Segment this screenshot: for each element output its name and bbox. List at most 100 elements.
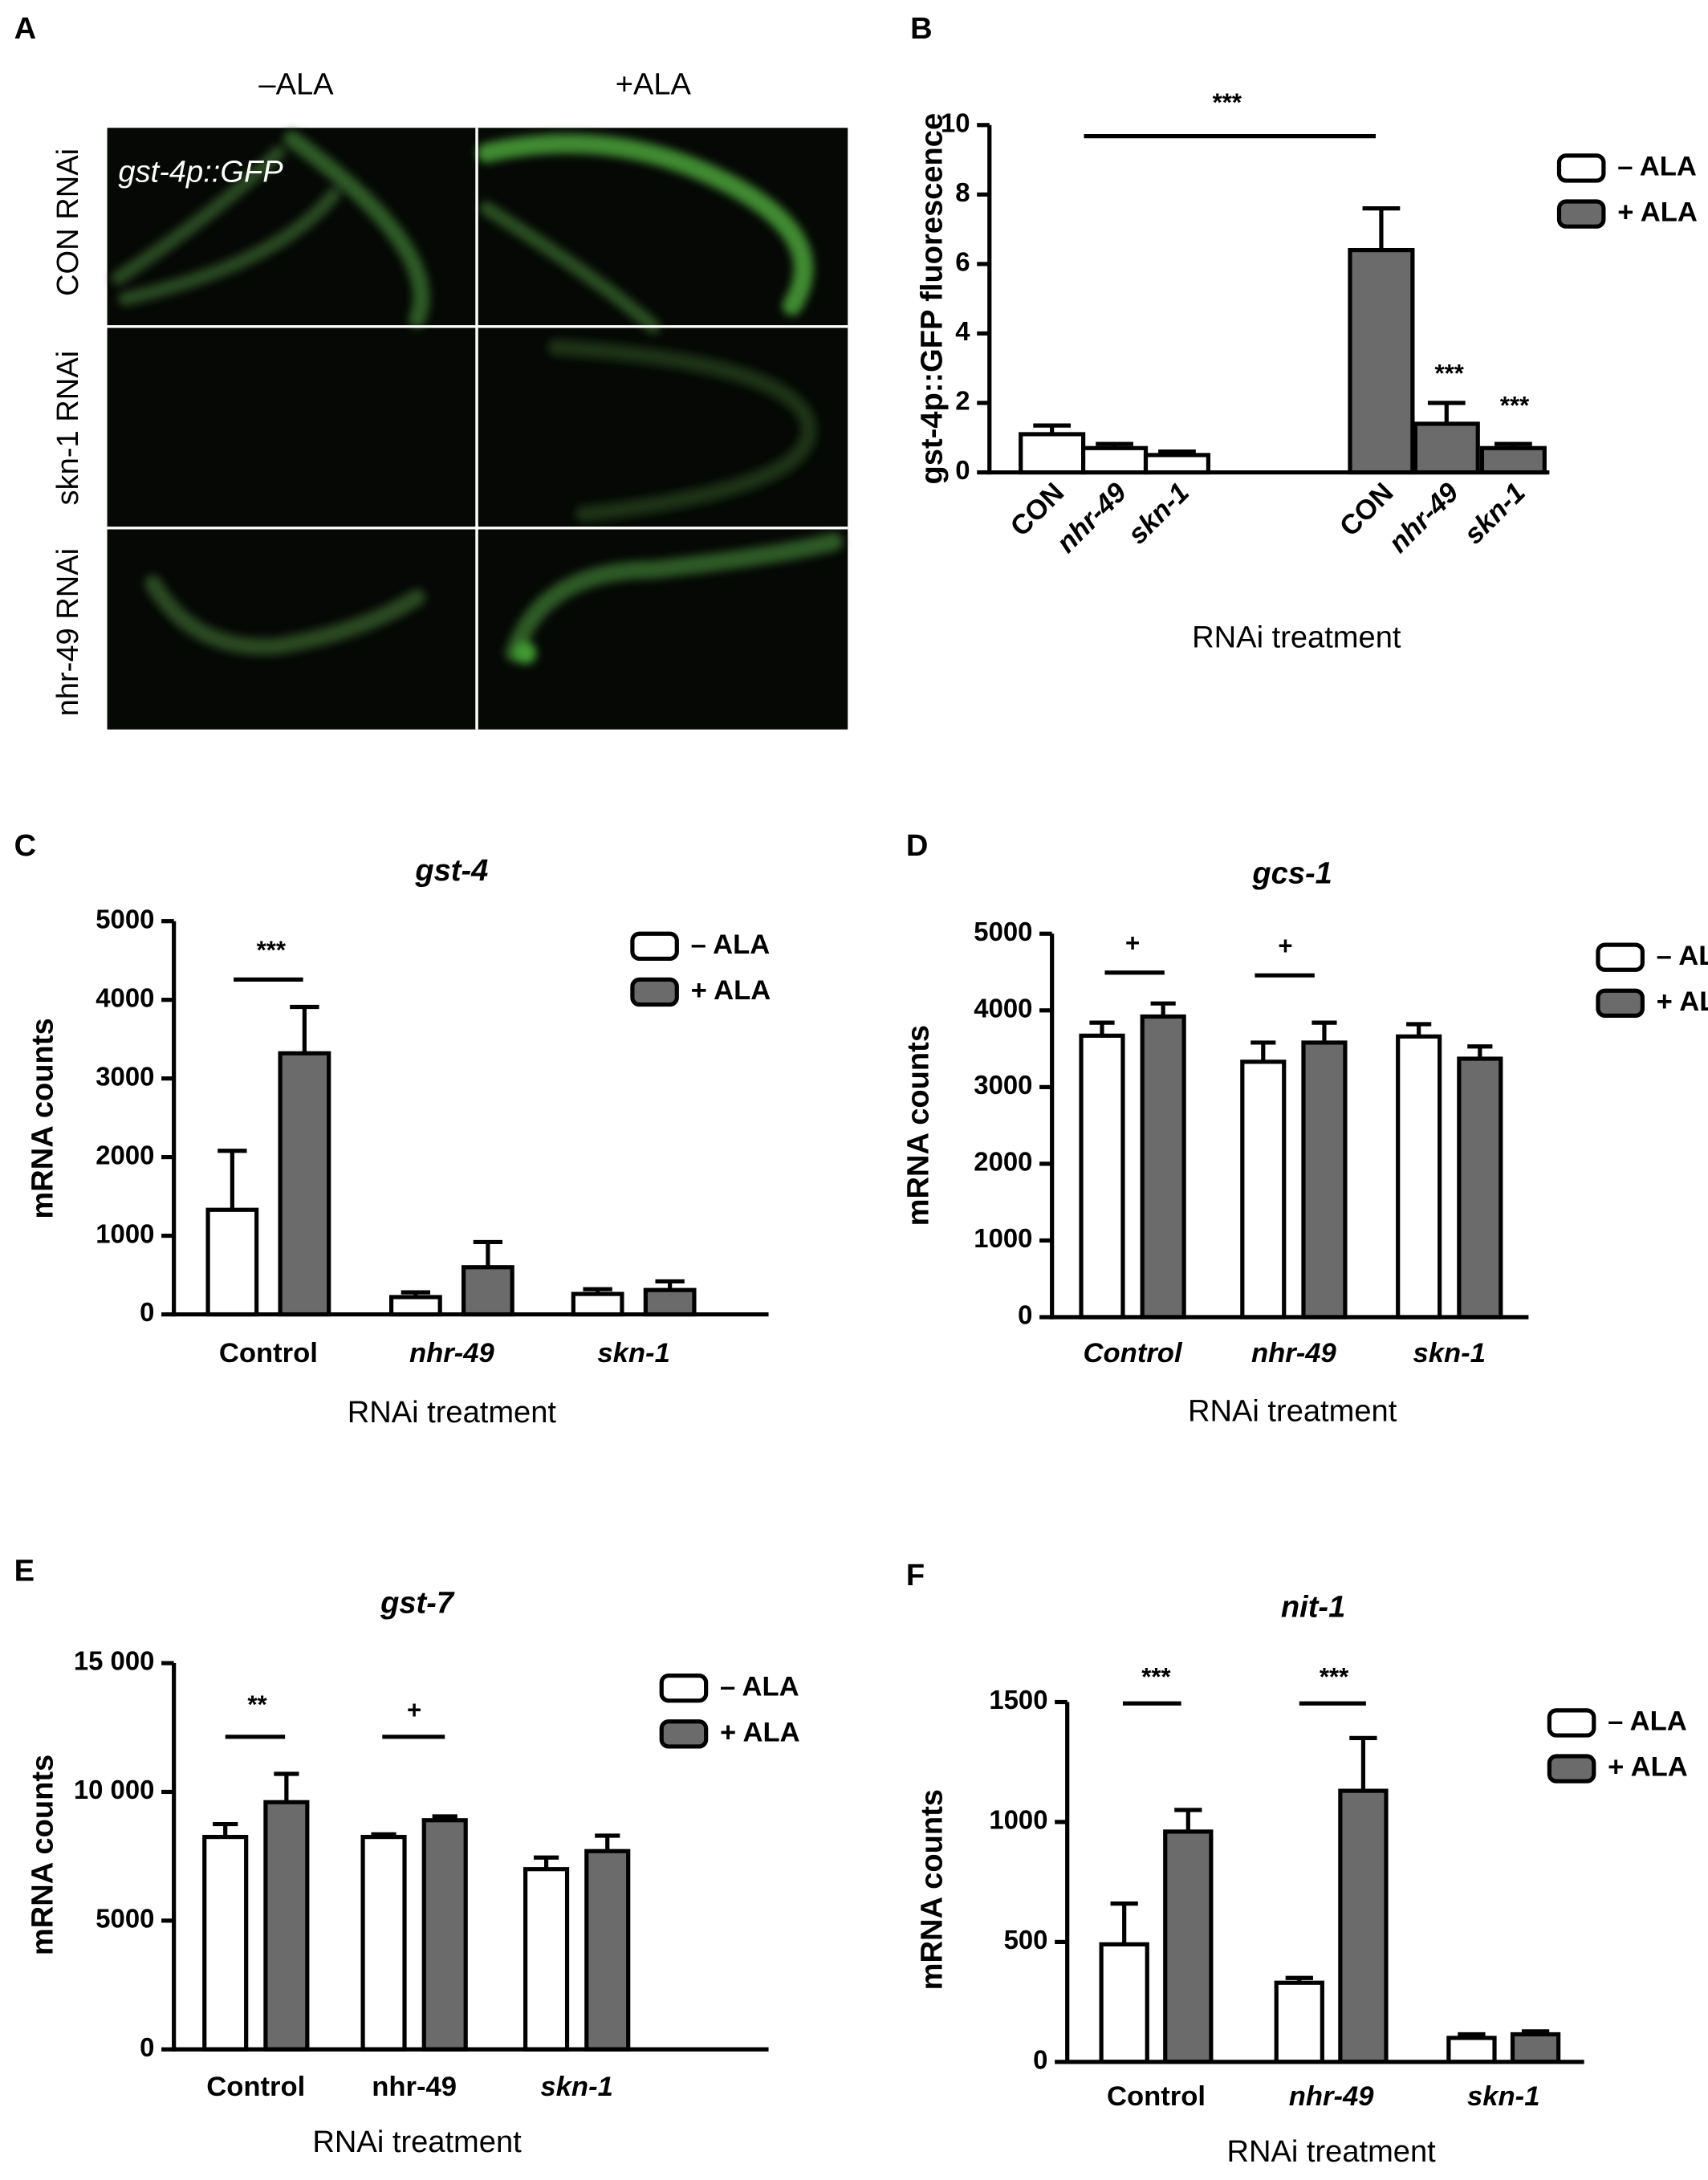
bar <box>1457 1056 1503 1320</box>
y-tick-label: 0 <box>140 2032 154 2062</box>
x-tick-label: skn-1 <box>597 1338 669 1369</box>
bar <box>1081 445 1149 475</box>
x-tick-label: nhr-49 <box>1251 1338 1337 1369</box>
y-tick-label: 5000 <box>974 917 1032 946</box>
x-tick-label: skn-1 <box>1413 1338 1486 1369</box>
chart-title: gst-7 <box>380 1586 455 1620</box>
x-tick-label: nhr-49 <box>372 2072 457 2102</box>
row-label: CON RNAi <box>51 148 85 296</box>
annotation: *** <box>1213 88 1242 116</box>
bar <box>1338 1788 1389 2064</box>
bar <box>584 1849 631 2052</box>
bar <box>202 1835 249 2052</box>
y-tick-label: 4000 <box>974 993 1032 1023</box>
row-label: skn-1 RNAi <box>51 351 85 506</box>
bar <box>1301 1040 1348 1320</box>
legend-label: – ALA <box>691 929 771 960</box>
bar <box>1348 247 1415 475</box>
legend-label: + ALA <box>1657 986 1708 1017</box>
annotation: *** <box>257 936 287 964</box>
y-tick-label: 2000 <box>96 1140 154 1169</box>
y-tick-label: 5000 <box>96 904 154 933</box>
panel-a: A –ALA +ALA gst-4p::GFP CON RNAi skn-1 R… <box>14 12 848 730</box>
y-axis-label: mRNA counts <box>26 1755 60 1955</box>
y-tick-label: 0 <box>955 455 970 485</box>
legend-label: – ALA <box>720 1671 799 1702</box>
bar <box>1079 1033 1125 1320</box>
bar <box>1413 421 1480 475</box>
legend-swatch <box>630 931 679 962</box>
y-tick-label: 2000 <box>974 1147 1032 1177</box>
bar <box>263 1800 310 2052</box>
legend-swatch <box>659 1674 709 1703</box>
bar <box>1143 453 1211 475</box>
legend-label: + ALA <box>1608 1752 1688 1783</box>
y-tick-label: 0 <box>1033 2045 1047 2075</box>
bar <box>1479 445 1547 475</box>
y-tick-label: 15 000 <box>74 1646 155 1676</box>
x-tick-label: nhr-49 <box>1289 2081 1375 2112</box>
panel-letter: E <box>14 1555 35 1588</box>
annotation: + <box>407 1696 421 1724</box>
y-tick-label: 6 <box>955 247 970 277</box>
x-tick-label: Control <box>1084 1338 1183 1369</box>
panel-letter: C <box>14 829 36 863</box>
bar <box>461 1265 514 1317</box>
legend-label: + ALA <box>1617 197 1698 228</box>
bar <box>421 1818 468 2052</box>
annotation: *** <box>1320 1662 1349 1690</box>
y-tick-label: 1000 <box>989 1805 1047 1835</box>
x-axis-label: RNAi treatment <box>312 2125 522 2159</box>
x-axis-label: RNAi treatment <box>1226 2135 1436 2169</box>
x-tick-label: nhr-49 <box>1383 477 1465 559</box>
y-tick-label: 0 <box>1018 1300 1032 1330</box>
x-tick-label: skn-1 <box>1122 478 1195 551</box>
x-tick-label: Control <box>219 1338 318 1369</box>
legend-swatch <box>1547 1708 1596 1738</box>
legend-label: – ALA <box>1657 941 1708 971</box>
x-axis-label: RNAi treatment <box>1188 1395 1397 1429</box>
bar <box>205 1207 259 1317</box>
legend-swatch <box>1556 199 1606 229</box>
chart-title: gcs-1 <box>1251 857 1332 891</box>
panel-letter: D <box>906 829 929 863</box>
y-tick-label: 10 000 <box>74 1775 155 1804</box>
bar <box>388 1295 442 1317</box>
y-tick-label: 10 <box>941 108 970 137</box>
legend-label: – ALA <box>1617 152 1697 182</box>
y-tick-label: 1500 <box>989 1685 1047 1714</box>
y-tick-label: 4000 <box>96 982 154 1012</box>
bar <box>571 1291 624 1317</box>
bar <box>278 1051 331 1317</box>
bar <box>1240 1059 1287 1320</box>
y-axis-label: mRNA counts <box>901 1025 935 1226</box>
bar <box>643 1287 697 1317</box>
bar <box>1274 1980 1324 2064</box>
annotation: *** <box>1141 1662 1171 1690</box>
y-axis-label: gst-4p::GFP fluorescence <box>916 113 950 485</box>
legend-swatch <box>630 977 679 1007</box>
annotation: ** <box>247 1690 267 1718</box>
x-axis-label: RNAi treatment <box>1192 620 1401 654</box>
column-label: –ALA <box>258 67 334 101</box>
chart-title: nit-1 <box>1281 1591 1345 1625</box>
y-tick-label: 8 <box>955 177 970 207</box>
bar <box>1510 2032 1561 2064</box>
bar <box>1099 1942 1149 2064</box>
bar <box>523 1867 570 2052</box>
y-tick-label: 1000 <box>974 1223 1032 1253</box>
y-tick-label: 4 <box>955 316 970 346</box>
x-tick-label: Control <box>206 2072 305 2102</box>
y-tick-label: 2 <box>955 386 970 416</box>
annotation: + <box>1278 932 1292 960</box>
bar <box>1446 2036 1497 2064</box>
panel-letter: B <box>910 12 933 46</box>
bar <box>1019 432 1086 475</box>
worm-glow <box>111 130 844 665</box>
legend-swatch <box>1547 1754 1596 1783</box>
column-label: +ALA <box>616 67 692 101</box>
y-tick-label: 5000 <box>96 1904 154 1934</box>
legend-swatch <box>1596 988 1645 1018</box>
y-axis-label: mRNA counts <box>26 1018 60 1218</box>
